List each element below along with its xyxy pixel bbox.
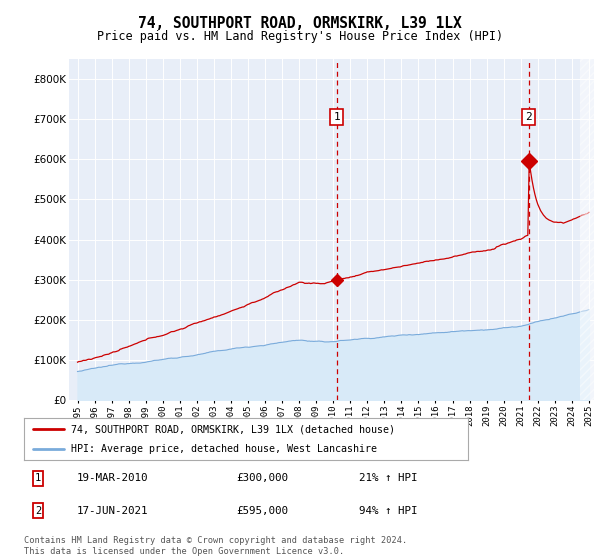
- Text: 94% ↑ HPI: 94% ↑ HPI: [359, 506, 418, 516]
- Text: 74, SOUTHPORT ROAD, ORMSKIRK, L39 1LX (detached house): 74, SOUTHPORT ROAD, ORMSKIRK, L39 1LX (d…: [71, 424, 395, 434]
- Text: 17-JUN-2021: 17-JUN-2021: [77, 506, 149, 516]
- Text: 1: 1: [334, 112, 340, 122]
- Text: Contains HM Land Registry data © Crown copyright and database right 2024.
This d: Contains HM Land Registry data © Crown c…: [24, 536, 407, 556]
- Text: 74, SOUTHPORT ROAD, ORMSKIRK, L39 1LX: 74, SOUTHPORT ROAD, ORMSKIRK, L39 1LX: [138, 16, 462, 31]
- Text: 1: 1: [35, 473, 41, 483]
- Text: Price paid vs. HM Land Registry's House Price Index (HPI): Price paid vs. HM Land Registry's House …: [97, 30, 503, 43]
- Text: 2: 2: [35, 506, 41, 516]
- Text: 21% ↑ HPI: 21% ↑ HPI: [359, 473, 418, 483]
- Text: £595,000: £595,000: [236, 506, 288, 516]
- Text: £300,000: £300,000: [236, 473, 288, 483]
- Text: 2: 2: [525, 112, 532, 122]
- Text: HPI: Average price, detached house, West Lancashire: HPI: Average price, detached house, West…: [71, 444, 377, 454]
- Text: 19-MAR-2010: 19-MAR-2010: [77, 473, 149, 483]
